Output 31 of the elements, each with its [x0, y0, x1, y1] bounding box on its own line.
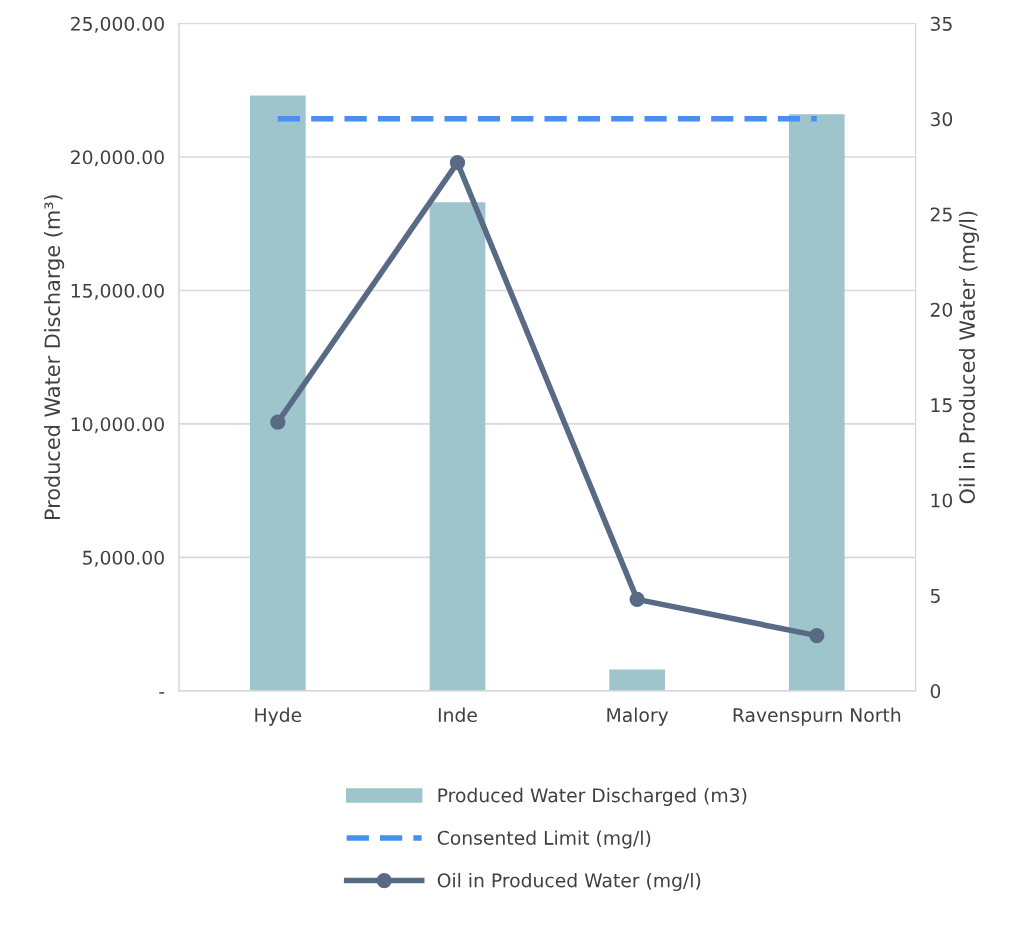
bar: [609, 669, 665, 691]
x-tick-label: Ravenspurn North: [733, 707, 901, 726]
x-tick-label: Inde: [438, 707, 477, 723]
y2-tick-label: 30: [930, 112, 953, 127]
point: [809, 627, 825, 644]
point: [629, 591, 645, 608]
y2-tick-label: 35: [930, 16, 952, 31]
bar: [249, 95, 306, 691]
y2-tick-label: 0: [930, 684, 941, 699]
x-tick-label: Hyde: [255, 707, 302, 726]
y-axis-title: Produced Water Discharge (m³): [43, 195, 65, 519]
y-tick-label: -: [159, 692, 165, 694]
bar: [429, 202, 486, 691]
y-tick-label: 20,000.00: [71, 150, 164, 167]
y-tick-label: 25,000.00: [71, 16, 164, 33]
y-tick-label: 5,000.00: [83, 550, 164, 567]
legend-label: Oil in Produced Water (mg/l): [437, 872, 701, 892]
y2-tick-label: 15: [931, 398, 952, 413]
y2-tick-label: 10: [931, 493, 953, 508]
point: [270, 414, 286, 430]
legend-label: Consented Limit (mg/l): [437, 830, 651, 849]
point: [449, 155, 466, 171]
y2-tick-label: 5: [930, 589, 940, 603]
y-tick-label: 10,000.00: [71, 417, 164, 434]
y-tick-label: 15,000.00: [71, 283, 164, 300]
y2-tick-label: 25: [930, 207, 952, 222]
legend-label: Produced Water Discharged (m3): [438, 787, 747, 807]
bar: [788, 114, 845, 691]
y2-tick-label: 20: [930, 302, 953, 317]
y2-axis-title: Oil in Produced Water (mg/l): [958, 211, 980, 504]
x-tick-label: Malory: [607, 707, 669, 726]
